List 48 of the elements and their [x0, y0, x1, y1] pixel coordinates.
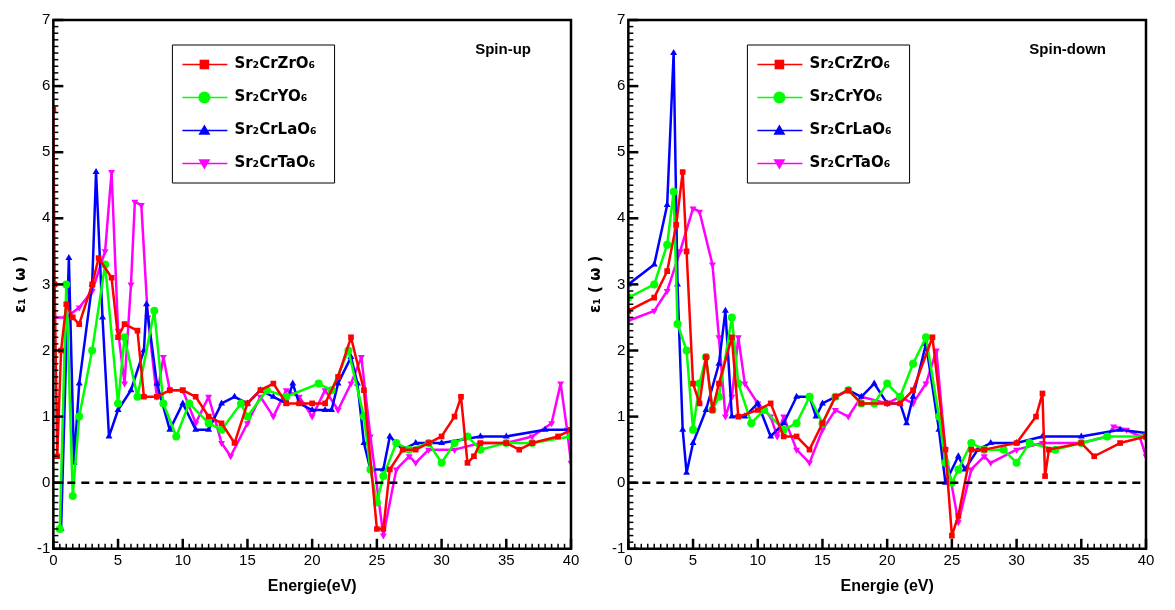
- y-tick-label: 3: [41, 274, 51, 292]
- y-axis-title: ε₁ ( ω ): [585, 255, 604, 314]
- legend-label: Sr₂CrZrO₆: [809, 54, 891, 73]
- y-axis-title: ε₁ ( ω ): [10, 255, 29, 314]
- x-tick-label: 40: [1137, 550, 1155, 568]
- x-tick-label: 30: [1008, 550, 1025, 568]
- y-tick-label: 6: [616, 76, 626, 94]
- x-tick-label: 30: [433, 550, 450, 568]
- x-tick-label: 20: [878, 550, 896, 568]
- annotation: Spin-up: [475, 39, 531, 57]
- x-tick-label: 5: [113, 550, 123, 568]
- x-tick-label: 25: [943, 550, 961, 568]
- y-tick-label: 6: [41, 76, 51, 94]
- y-tick-label: 4: [41, 208, 51, 226]
- y-tick-label: 7: [41, 10, 51, 28]
- y-tick-label: 4: [616, 208, 626, 226]
- y-tick-label: 3: [616, 274, 626, 292]
- x-tick-label: 5: [688, 550, 698, 568]
- x-tick-label: 35: [497, 550, 515, 568]
- x-tick-label: 10: [174, 550, 192, 568]
- legend-label: Sr₂CrTaO₆: [809, 153, 891, 172]
- y-tick-label: 0: [41, 472, 51, 490]
- y-tick-label: 2: [616, 340, 626, 358]
- legend-label: Sr₂CrYO₆: [234, 87, 308, 106]
- legend-label: Sr₂CrLaO₆: [809, 120, 892, 139]
- y-tick-label: 1: [616, 406, 626, 424]
- x-tick-label: 15: [814, 550, 831, 568]
- x-tick-label: 20: [303, 550, 321, 568]
- x-tick-label: 25: [368, 550, 386, 568]
- y-tick-label: 5: [616, 142, 626, 160]
- y-tick-label: -1: [36, 538, 51, 556]
- x-axis-title: Energie(eV): [267, 576, 357, 594]
- y-tick-label: 7: [616, 10, 626, 28]
- legend-label: Sr₂CrZrO₆: [234, 54, 316, 73]
- y-tick-label: 2: [41, 340, 51, 358]
- y-tick-label: 1: [41, 406, 51, 424]
- x-tick-label: 10: [749, 550, 767, 568]
- y-tick-label: 5: [41, 142, 51, 160]
- x-tick-label: 40: [562, 550, 580, 568]
- x-tick-label: 15: [239, 550, 256, 568]
- y-tick-label: 0: [616, 472, 626, 490]
- legend-label: Sr₂CrYO₆: [809, 87, 883, 106]
- legend-label: Sr₂CrTaO₆: [234, 153, 316, 172]
- annotation: Spin-down: [1029, 39, 1106, 57]
- x-tick-label: 35: [1072, 550, 1090, 568]
- y-tick-label: -1: [611, 538, 626, 556]
- legend-label: Sr₂CrLaO₆: [234, 120, 317, 139]
- x-axis-title: Energie (eV): [840, 576, 934, 594]
